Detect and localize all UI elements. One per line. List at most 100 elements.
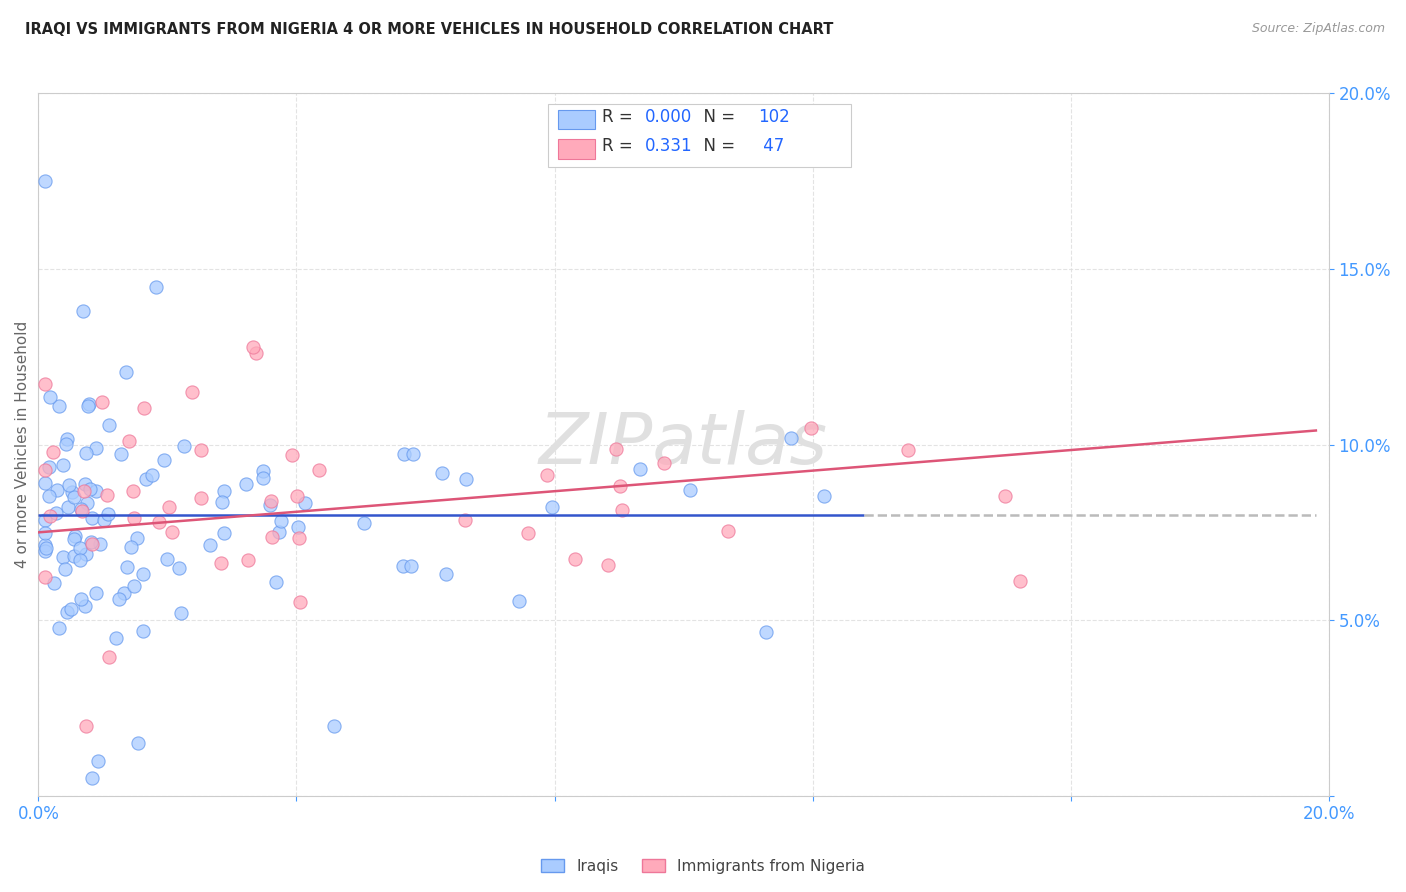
Point (105, 631, 128, 645)
Point (800, 421, 823, 435)
Point (110, 447, 132, 461)
Point (96, 488, 118, 502)
Point (79, 482, 101, 496)
Point (38, 459, 60, 474)
Text: R =: R = (602, 108, 638, 126)
Point (63, 549, 86, 563)
Point (53, 562, 76, 576)
Point (84, 441, 107, 455)
Point (59, 602, 82, 616)
Point (516, 525, 538, 540)
Point (290, 595, 312, 609)
Point (269, 525, 291, 540)
Point (65, 529, 87, 543)
Point (153, 453, 176, 467)
Point (132, 566, 155, 581)
Point (127, 736, 149, 750)
Legend: Iraqis, Immigrants from Nigeria: Iraqis, Immigrants from Nigeria (536, 853, 870, 880)
Point (70, 592, 93, 607)
Point (55, 437, 77, 451)
Point (75, 718, 97, 732)
Point (122, 579, 145, 593)
Point (117, 559, 139, 574)
Point (148, 515, 170, 529)
Point (45, 507, 67, 521)
Point (51, 550, 73, 565)
Point (308, 463, 330, 477)
Point (353, 516, 375, 530)
Point (132, 624, 155, 638)
Point (270, 514, 292, 528)
Point (84, 484, 107, 499)
Point (157, 500, 180, 514)
Point (77, 397, 100, 411)
Point (52, 458, 75, 473)
Point (58, 477, 80, 491)
Point (236, 553, 259, 567)
Point (235, 477, 257, 491)
Point (73, 484, 96, 499)
Point (434, 567, 457, 582)
Text: 102: 102 (758, 108, 790, 126)
Bar (558, 139, 595, 159)
Point (610, 503, 633, 517)
Point (141, 467, 163, 482)
Text: 47: 47 (758, 137, 785, 155)
Point (430, 466, 453, 480)
Point (97, 507, 120, 521)
Point (214, 484, 236, 499)
Y-axis label: 4 or more Vehicles in Household: 4 or more Vehicles in Household (15, 321, 30, 568)
Point (76, 400, 98, 414)
Text: IRAQI VS IMMIGRANTS FROM NIGERIA 4 OR MORE VEHICLES IN HOUSEHOLD CORRELATION CHA: IRAQI VS IMMIGRANTS FROM NIGERIA 4 OR MO… (25, 22, 834, 37)
FancyBboxPatch shape (548, 103, 851, 167)
Point (34, 538, 56, 552)
Point (170, 606, 193, 620)
Point (89, 537, 111, 551)
Point (156, 551, 179, 566)
Point (56, 605, 79, 619)
Point (39, 508, 62, 523)
Point (245, 346, 267, 360)
Point (34, 174, 56, 188)
Text: R =: R = (602, 137, 638, 155)
Point (60, 484, 83, 499)
Point (125, 531, 148, 545)
Point (38, 489, 60, 503)
Point (34, 512, 56, 526)
Point (596, 558, 619, 572)
Point (84, 586, 107, 600)
Point (63, 490, 86, 504)
Point (82, 771, 104, 785)
Point (252, 471, 274, 485)
Point (93, 513, 115, 527)
Point (72, 304, 94, 318)
Point (38, 390, 60, 404)
Point (242, 340, 264, 354)
Point (454, 513, 477, 527)
Point (402, 447, 425, 461)
Point (198, 538, 221, 552)
Point (69, 541, 91, 555)
Point (34, 376, 56, 391)
Point (35, 541, 58, 556)
Point (211, 494, 233, 508)
Text: Source: ZipAtlas.com: Source: ZipAtlas.com (1251, 22, 1385, 36)
Text: N =: N = (693, 108, 740, 126)
Point (399, 559, 422, 574)
Point (87, 754, 110, 768)
Point (994, 489, 1017, 503)
Text: 0.331: 0.331 (645, 137, 693, 155)
Point (260, 494, 283, 508)
Point (252, 464, 274, 478)
Bar (558, 110, 595, 129)
Point (48, 621, 70, 635)
Text: ZIPatlas: ZIPatlas (538, 410, 828, 479)
Point (82, 536, 104, 550)
Point (609, 479, 631, 493)
Point (122, 483, 145, 498)
Point (392, 448, 415, 462)
Point (70, 504, 93, 518)
Point (288, 531, 311, 545)
Point (98, 649, 121, 664)
Point (717, 524, 740, 538)
